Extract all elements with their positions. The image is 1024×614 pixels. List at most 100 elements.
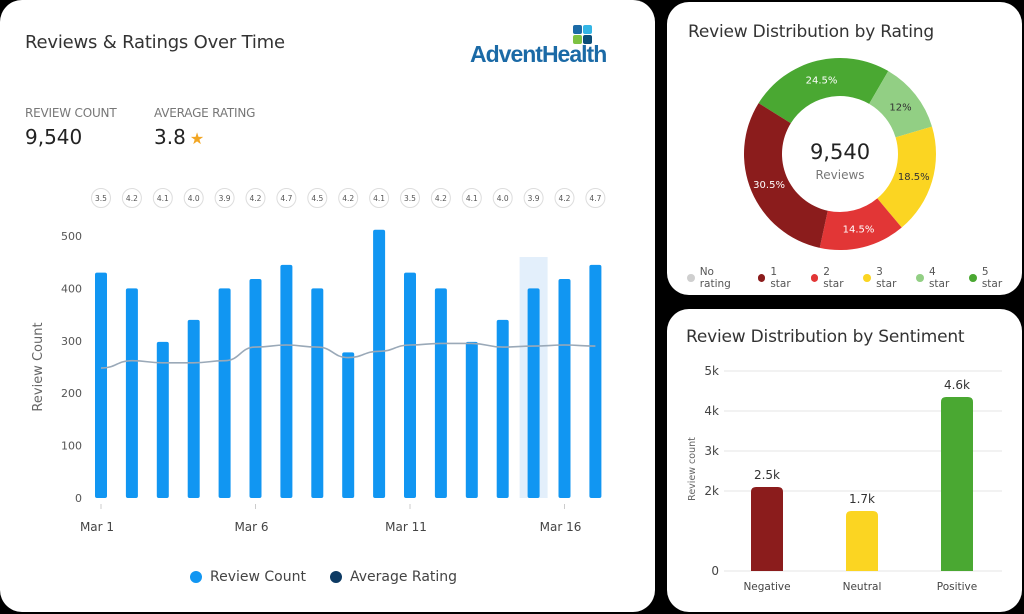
bar <box>465 341 478 498</box>
y-tick-label: 0 <box>711 564 719 578</box>
y-tick-label: 3k <box>704 444 719 458</box>
rating-distribution-card: 24.5% 12% 18.5% 14.5% 30.5% 9,540 Reviews Revi… <box>667 2 1022 295</box>
card-title: Review Distribution by Sentiment <box>686 327 965 347</box>
rating-bubble <box>554 188 575 208</box>
bar <box>95 272 107 498</box>
legend-item-3-star[interactable]: 3 star <box>863 266 905 290</box>
rating-bubble <box>369 188 390 208</box>
rating-bubble-label: 4.1 <box>466 194 478 203</box>
rating-donut-chart: 24.5% 12% 18.5% 14.5% 30.5% 9,540 Reviews <box>744 57 936 250</box>
rating-bubble-label: 4.2 <box>559 194 571 203</box>
bar <box>218 288 231 498</box>
kpi-review-count: REVIEW COUNT 9,540 <box>25 106 117 149</box>
x-tick-label: Mar 6 <box>234 520 268 534</box>
bar <box>434 288 447 498</box>
legend-item-review-count[interactable]: Review Count <box>190 569 306 585</box>
rating-bubble <box>121 188 142 208</box>
rating-bubble-label: 4.7 <box>589 194 601 203</box>
rating-bubble-label: 4.7 <box>280 194 292 203</box>
y-tick-label: 400 <box>61 282 82 295</box>
legend-item-2-star[interactable]: 2 star <box>810 266 853 290</box>
rating-bubble <box>307 188 328 208</box>
data-label: 2.5k <box>754 468 780 482</box>
legend-label: 2 star <box>823 266 844 290</box>
card-title: Review Distribution by Rating <box>688 22 934 42</box>
rating-bubble-label: 4.2 <box>126 194 138 203</box>
slice-label: 18.5% <box>898 172 930 183</box>
rating-bubble <box>214 188 235 208</box>
rating-bubble <box>585 188 606 208</box>
y-tick-label: 0 <box>75 492 82 505</box>
bar <box>280 264 293 498</box>
average-rating-line <box>100 342 596 369</box>
bar-neutral <box>846 511 878 571</box>
slice-label: 24.5% <box>806 75 838 86</box>
rating-bubble <box>492 188 513 208</box>
rating-bubble-label: 3.9 <box>528 194 540 203</box>
rating-bubble <box>430 188 451 208</box>
x-tick-label: Mar 16 <box>540 520 582 534</box>
legend-label: 1 star <box>770 266 791 290</box>
donut-slice-2-star <box>819 198 902 250</box>
rating-bubble <box>276 188 297 208</box>
slice-label: 14.5% <box>843 225 875 236</box>
rating-bubble <box>152 188 173 208</box>
rating-bubble <box>91 188 111 208</box>
rating-bubble <box>338 188 359 208</box>
rating-bubble-label: 4.2 <box>342 194 354 203</box>
slice-label: 12% <box>889 102 911 113</box>
bar <box>342 352 355 498</box>
reviews-over-time-card: Reviews & Ratings Over Time AdventHealth… <box>0 0 655 612</box>
bar <box>404 272 416 498</box>
bar <box>496 319 509 498</box>
rating-bubble <box>245 188 266 208</box>
sentiment-bar-chart: 0 2k 3k 4k 5k Review count 2.5k Negative 1.7k Neu… <box>687 364 1002 593</box>
legend-label: Review Count <box>210 569 306 585</box>
adventhealth-logo: AdventHealth <box>470 25 635 70</box>
donut-center-label: Reviews <box>815 168 864 182</box>
rating-legend: No rating 1 star 2 star 3 star 4 star 5 star <box>687 266 1022 290</box>
legend-dot <box>757 274 766 282</box>
y-tick-label: 500 <box>61 230 82 243</box>
donut-slice-1-star <box>744 103 828 248</box>
x-tick-label: Positive <box>937 581 977 593</box>
slice-label: 30.5% <box>753 180 785 191</box>
y-axis-label: Review Count <box>31 322 46 411</box>
x-tick-label: Neutral <box>843 581 882 593</box>
y-tick-label: 300 <box>61 335 82 348</box>
legend-dot <box>969 274 977 282</box>
kpi-label: AVERAGE RATING <box>154 106 256 120</box>
rating-bubble-label: 4.2 <box>435 194 447 203</box>
x-tick-label: Negative <box>743 581 790 593</box>
rating-bubble <box>400 188 420 208</box>
bar <box>156 341 169 498</box>
legend-dot <box>190 571 202 583</box>
y-tick-label: 4k <box>704 404 719 418</box>
x-tick-label: Mar 11 <box>385 520 427 534</box>
rating-bubble <box>523 188 544 208</box>
card-title: Reviews & Ratings Over Time <box>25 32 285 53</box>
legend-label: Average Rating <box>349 569 458 585</box>
bar <box>558 278 571 498</box>
data-label: 1.7k <box>849 492 875 506</box>
bar <box>187 319 200 498</box>
bar <box>589 264 602 498</box>
legend-label: 3 star <box>876 266 897 290</box>
logo-text: AdventHealth <box>470 41 607 67</box>
rating-bubble-label: 3.5 <box>95 194 107 203</box>
rating-bubble-label: 3.9 <box>219 194 231 203</box>
donut-center-value: 9,540 <box>810 140 870 164</box>
kpi-value: 9,540 <box>25 125 83 149</box>
legend-item-average-rating[interactable]: Average Rating <box>329 569 458 585</box>
data-label: 4.6k <box>944 378 970 392</box>
rating-bubble-label: 4.0 <box>497 194 509 203</box>
legend-item-4-star[interactable]: 4 star <box>916 266 958 290</box>
y-tick-label: 5k <box>704 364 719 378</box>
legend-dot <box>916 274 924 282</box>
chart-legend: Review Count Average Rating <box>190 569 481 585</box>
legend-item-5-star[interactable]: 5 star <box>969 266 1011 290</box>
legend-item-1-star[interactable]: 1 star <box>757 266 800 290</box>
y-tick-label: 100 <box>61 440 82 453</box>
bar <box>249 278 262 498</box>
legend-item-no-rating[interactable]: No rating <box>687 266 747 290</box>
